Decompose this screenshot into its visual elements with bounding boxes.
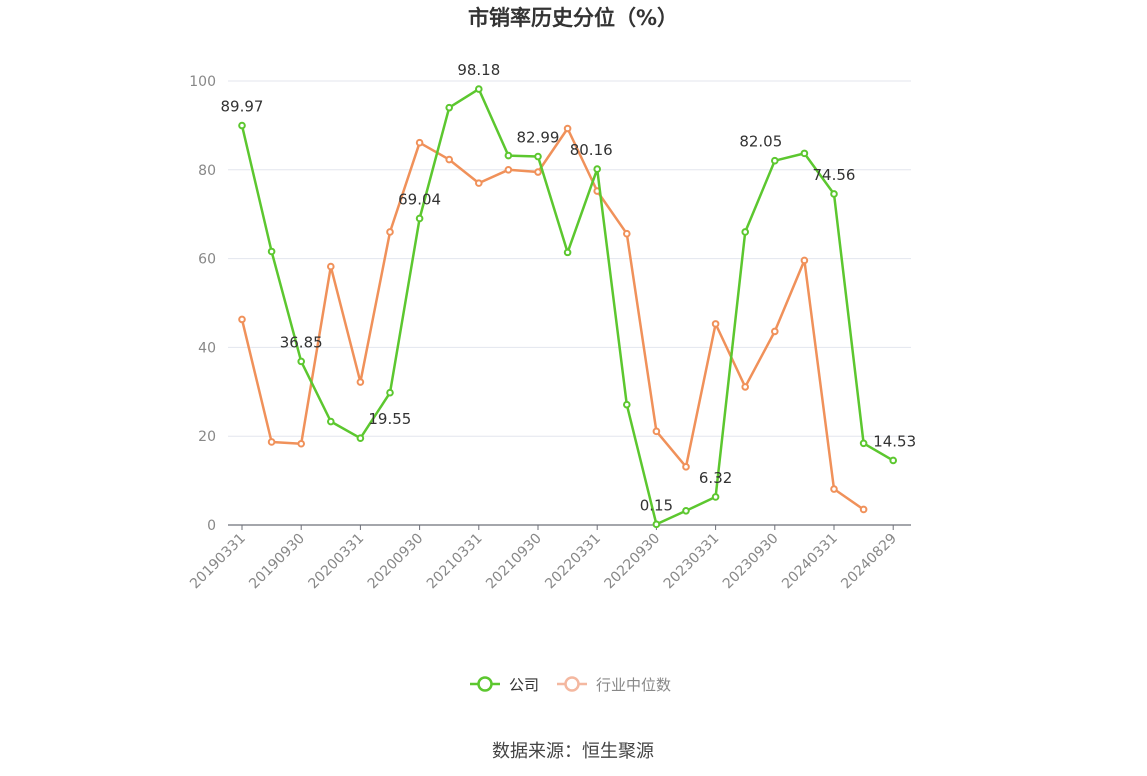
data-point[interactable] (475, 85, 483, 93)
data-point[interactable] (297, 439, 306, 448)
x-tick-label: 20240829 (838, 531, 900, 593)
data-labels: 89.97 36.85 19.55 69.04 98.18 82.99 80.16 0.15 6… (221, 61, 917, 514)
legend-item-company[interactable]: 公司 (470, 676, 539, 694)
x-tick-label: 20230930 (720, 531, 782, 593)
source-note: 数据来源：恒生聚源 (492, 741, 654, 762)
data-point[interactable] (534, 152, 542, 161)
legend-label: 公司 (509, 676, 539, 694)
y-tick-label: 80 (198, 163, 216, 179)
series-industry-median (238, 124, 868, 514)
chart-title: 市销率历史分位（%） (468, 6, 678, 30)
x-tick-label: 20210331 (424, 531, 486, 593)
data-label: 98.18 (457, 61, 500, 79)
data-point[interactable] (889, 456, 898, 465)
grid-lines (228, 80, 911, 437)
data-point[interactable] (711, 493, 720, 501)
data-point[interactable] (711, 320, 720, 328)
x-tick-label: 20190930 (246, 531, 308, 593)
data-point[interactable] (386, 228, 394, 236)
x-tick-label: 20240331 (779, 531, 841, 593)
data-point[interactable] (534, 168, 542, 176)
legend[interactable]: 公司 行业中位数 (470, 676, 671, 694)
data-point[interactable] (830, 190, 838, 198)
data-point[interactable] (327, 417, 335, 426)
data-point[interactable] (356, 378, 365, 386)
data-label: 89.97 (221, 98, 264, 116)
series-layer (238, 85, 898, 529)
data-point[interactable] (356, 434, 365, 442)
data-label: 14.53 (873, 432, 916, 450)
x-tick-label: 20230331 (661, 531, 723, 593)
data-point[interactable] (563, 124, 572, 133)
data-point[interactable] (623, 400, 631, 409)
data-point[interactable] (741, 383, 750, 391)
data-point[interactable] (741, 228, 750, 236)
x-tick-label: 20200331 (306, 531, 368, 593)
y-tick-label: 40 (198, 340, 216, 356)
x-tick-label: 20190331 (187, 531, 249, 593)
data-point[interactable] (445, 103, 454, 112)
y-tick-label: 0 (207, 518, 216, 534)
y-tick-label: 60 (198, 252, 216, 268)
legend-label: 行业中位数 (596, 676, 671, 694)
series-company (238, 85, 898, 529)
data-label: 36.85 (280, 333, 323, 351)
data-label: 74.56 (813, 166, 856, 184)
data-point[interactable] (623, 229, 631, 238)
legend-marker (477, 676, 493, 692)
data-label: 69.04 (398, 190, 441, 208)
series-line (240, 127, 865, 511)
data-point[interactable] (327, 262, 335, 271)
data-point[interactable] (563, 248, 572, 257)
data-point[interactable] (800, 149, 809, 158)
data-point[interactable] (445, 155, 454, 164)
data-label: 82.05 (739, 133, 782, 151)
series-line (240, 87, 894, 526)
data-point[interactable] (386, 388, 394, 397)
data-point[interactable] (504, 151, 513, 160)
data-point[interactable] (682, 506, 690, 515)
data-point[interactable] (267, 438, 276, 446)
data-point[interactable] (800, 256, 809, 265)
data-point[interactable] (297, 357, 306, 366)
data-point[interactable] (830, 485, 838, 493)
x-tick-label: 20200930 (365, 531, 427, 593)
data-point[interactable] (415, 214, 424, 223)
data-point[interactable] (682, 463, 690, 471)
data-point[interactable] (652, 427, 661, 436)
x-tick-label: 20220930 (602, 531, 664, 593)
data-point[interactable] (593, 165, 602, 173)
data-point[interactable] (771, 327, 779, 336)
x-tick-label: 20220331 (542, 531, 604, 593)
data-point[interactable] (771, 156, 779, 165)
data-point[interactable] (859, 505, 868, 514)
legend-marker (564, 676, 580, 692)
data-point[interactable] (475, 179, 483, 187)
data-point[interactable] (504, 166, 513, 174)
data-point[interactable] (238, 315, 246, 324)
data-point[interactable] (267, 247, 276, 256)
data-point[interactable] (238, 121, 246, 130)
data-point[interactable] (415, 138, 424, 147)
data-label: 0.15 (640, 496, 673, 514)
y-tick-label: 100 (189, 74, 216, 90)
data-point[interactable] (859, 439, 868, 448)
data-label: 19.55 (368, 410, 411, 428)
y-tick-label: 20 (198, 429, 216, 445)
data-label: 80.16 (570, 141, 613, 159)
data-label: 82.99 (517, 129, 560, 147)
x-tick-label: 20210930 (483, 531, 545, 593)
data-label: 6.32 (699, 469, 732, 487)
legend-item-industry-median[interactable]: 行业中位数 (557, 676, 671, 694)
data-point[interactable] (652, 520, 661, 529)
